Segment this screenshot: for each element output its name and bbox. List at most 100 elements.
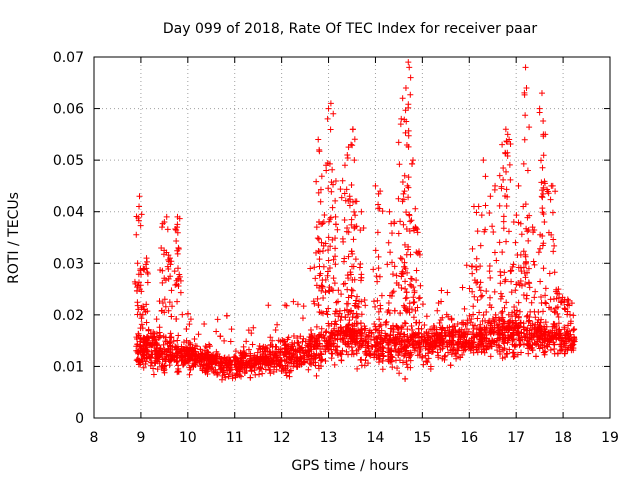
data-point	[515, 299, 522, 306]
data-point	[397, 121, 404, 128]
data-point	[549, 209, 556, 216]
data-point	[134, 299, 141, 306]
data-point	[372, 323, 379, 330]
data-point	[520, 160, 527, 167]
data-point	[346, 202, 353, 209]
data-point	[497, 351, 504, 358]
data-point	[482, 340, 489, 347]
data-point	[400, 353, 407, 360]
data-point	[236, 372, 243, 379]
data-point	[396, 370, 403, 377]
data-point	[488, 328, 495, 335]
data-point	[464, 317, 471, 324]
data-point	[411, 332, 418, 339]
data-point	[507, 141, 514, 148]
data-point	[477, 287, 484, 294]
data-point	[446, 330, 453, 337]
data-point	[469, 245, 476, 252]
data-point	[448, 351, 455, 358]
data-point	[352, 212, 359, 219]
data-point	[378, 350, 385, 357]
data-point	[347, 271, 354, 278]
data-point	[563, 340, 570, 347]
data-point	[442, 352, 449, 359]
data-point	[393, 323, 400, 330]
data-point	[536, 322, 543, 329]
data-point	[238, 364, 245, 371]
data-point	[250, 324, 257, 331]
data-point	[500, 318, 507, 325]
data-point	[542, 285, 549, 292]
data-point	[338, 327, 345, 334]
y-tick-label: 0	[75, 411, 84, 427]
data-point	[348, 292, 355, 299]
data-point	[411, 299, 418, 306]
data-point	[138, 271, 145, 278]
data-point	[362, 357, 369, 364]
data-point	[178, 352, 185, 359]
x-tick-label: 15	[413, 430, 431, 446]
x-tick-label: 16	[460, 430, 478, 446]
data-point	[378, 327, 385, 334]
data-point	[334, 226, 341, 233]
data-point	[410, 284, 417, 291]
data-point	[416, 319, 423, 326]
data-point	[226, 357, 233, 364]
data-point	[488, 343, 495, 350]
data-point	[324, 115, 331, 122]
data-point	[395, 195, 402, 202]
data-point	[385, 299, 392, 306]
data-point	[399, 323, 406, 330]
data-point	[399, 359, 406, 366]
data-point	[201, 355, 208, 362]
data-point	[401, 241, 408, 248]
data-point	[382, 319, 389, 326]
y-tick-label: 0.05	[53, 153, 84, 169]
data-point	[460, 347, 467, 354]
data-point	[305, 342, 312, 349]
data-point	[475, 203, 482, 210]
data-point	[474, 228, 481, 235]
data-point	[455, 340, 462, 347]
data-point	[302, 338, 309, 345]
data-point	[527, 341, 534, 348]
data-point	[334, 298, 341, 305]
data-point	[315, 189, 322, 196]
data-point	[523, 295, 530, 302]
data-point	[480, 157, 487, 164]
data-point	[364, 342, 371, 349]
data-point	[334, 336, 341, 343]
data-point	[325, 257, 332, 264]
data-point	[399, 178, 406, 185]
data-point	[557, 341, 564, 348]
data-point	[301, 352, 308, 359]
y-tick-label: 0.03	[53, 256, 84, 272]
data-point	[558, 298, 565, 305]
data-point	[153, 330, 160, 337]
data-point	[445, 349, 452, 356]
data-point	[348, 351, 355, 358]
data-point	[204, 371, 211, 378]
data-point	[349, 276, 356, 283]
data-point	[227, 364, 234, 371]
data-point	[343, 348, 350, 355]
data-point	[337, 324, 344, 331]
data-point	[551, 309, 558, 316]
data-point	[403, 251, 410, 258]
data-point	[225, 373, 232, 380]
data-point	[430, 323, 437, 330]
data-point	[195, 331, 202, 338]
data-point	[379, 343, 386, 350]
data-point	[167, 349, 174, 356]
data-point	[489, 223, 496, 230]
data-point	[500, 213, 507, 220]
data-point	[278, 357, 285, 364]
data-point	[407, 364, 414, 371]
data-point	[316, 219, 323, 226]
data-point	[322, 289, 329, 296]
data-point	[317, 198, 324, 205]
data-point	[504, 131, 511, 138]
data-point	[315, 365, 322, 372]
data-point	[522, 64, 529, 71]
data-point	[496, 172, 503, 179]
